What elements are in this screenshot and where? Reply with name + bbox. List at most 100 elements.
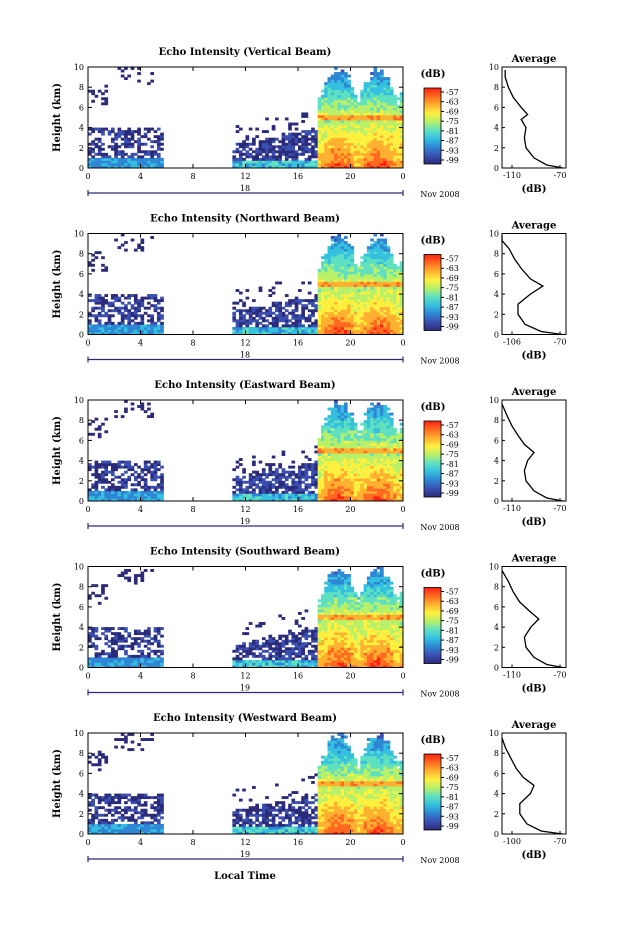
average-y-tick-label: 6	[494, 436, 499, 445]
average-y-tick-label: 8	[494, 749, 499, 758]
x-axis: 0 4 8 12 16 20 0	[85, 566, 406, 681]
echo-heatmap	[88, 400, 404, 502]
x-tick-label: 16	[293, 672, 303, 681]
average-frame	[501, 732, 567, 835]
average-y-tick-label: 2	[494, 144, 499, 153]
panel-1: Echo Intensity (Vertical Beam) 0 2 4 6 8 10 Hei…	[52, 47, 567, 199]
x-tick-label: 0	[400, 339, 405, 348]
x-tick-label: 8	[190, 339, 195, 348]
colorbar-tick-label: -99	[446, 822, 459, 831]
average-y-tick-label: 10	[489, 63, 499, 72]
day-label: 19	[240, 684, 250, 693]
average-x-label: (dB)	[522, 184, 547, 195]
average-x-tick-label: -70	[554, 338, 567, 347]
average-x-tick-label: -70	[554, 504, 567, 513]
x-tick-label: 8	[190, 838, 195, 847]
average-y-tick-label: 8	[494, 250, 499, 259]
panel-4: Echo Intensity (Southward Beam) 0 2 4 6 8 10 He…	[52, 547, 567, 699]
x-tick-label: 12	[240, 838, 250, 847]
day-label: 19	[240, 517, 250, 526]
colorbar-unit: (dB)	[421, 735, 446, 746]
average-x-tick-label: -110	[503, 671, 521, 680]
average-x-tick-label: -110	[503, 171, 521, 180]
average-y-tick-label: 4	[494, 623, 499, 632]
colorbar-tick-label: -69	[446, 107, 459, 116]
y-tick-label: 8	[79, 416, 84, 425]
colorbar-tick-label: -75	[446, 450, 459, 459]
day-label: 18	[240, 351, 250, 360]
y-tick-label: 8	[79, 250, 84, 259]
echo-heatmap	[88, 733, 404, 835]
average-title: Average	[511, 720, 557, 731]
average-y-tick-label: 0	[494, 164, 499, 173]
x-tick-label: 0	[400, 172, 405, 181]
y-tick-label: 8	[79, 583, 84, 592]
month-year-label: Nov 2008	[420, 357, 459, 366]
average-y-tick-label: 8	[494, 83, 499, 92]
day-indicator: 19	[87, 850, 404, 862]
colorbar-tick-label: -81	[446, 127, 459, 136]
y-tick-label: 10	[74, 563, 84, 572]
y-tick-label: 10	[74, 63, 84, 72]
y-tick-label: 6	[79, 603, 84, 612]
colorbar-tick-label: -57	[446, 754, 459, 763]
average-y-tick-label: 0	[494, 497, 499, 506]
day-indicator: 19	[87, 684, 404, 696]
average-line	[501, 235, 563, 336]
x-tick-label: 8	[190, 672, 195, 681]
colorbar-unit: (dB)	[421, 236, 446, 247]
y-tick-label: 0	[79, 497, 84, 506]
y-tick-label: 4	[79, 457, 84, 466]
average-profile: Average 0 2 4 6 8 10 -110 -70 (dB)	[489, 54, 567, 195]
average-y-tick-label: 0	[494, 331, 499, 340]
x-tick-label: 12	[240, 505, 250, 514]
y-axis-label: Height (km)	[52, 83, 63, 152]
y-tick-label: 2	[79, 643, 84, 652]
average-profile: Average 0 2 4 6 8 10 -100 -70 (dB)	[489, 720, 567, 861]
y-tick-label: 4	[79, 790, 84, 799]
average-x-tick-label: -100	[503, 837, 521, 846]
colorbar-tick-label: -57	[446, 421, 459, 430]
day-indicator: 18	[87, 351, 404, 363]
colorbar: (dB)-57-63-69-75-81-87-93-99	[421, 569, 459, 665]
average-frame	[501, 566, 567, 668]
x-tick-label: 0	[85, 505, 90, 514]
y-axis: 0 2 4 6 8 10	[74, 563, 403, 673]
y-axis-label: Height (km)	[52, 749, 63, 818]
colorbar-tick-label: -69	[446, 440, 459, 449]
average-y-tick-label: 10	[489, 563, 499, 572]
y-tick-label: 10	[74, 396, 84, 405]
month-year-label: Nov 2008	[420, 523, 459, 532]
x-tick-label: 0	[85, 172, 90, 181]
colorbar-tick-label: -69	[446, 607, 459, 616]
colorbar-tick-label: -63	[446, 597, 459, 606]
y-tick-label: 10	[74, 230, 84, 239]
colorbar-tick-label: -93	[446, 479, 459, 488]
colorbar-tick-label: -57	[446, 255, 459, 264]
average-profile: Average 0 2 4 6 8 10 -110 -70 (dB)	[489, 554, 567, 695]
day-label: 19	[240, 850, 250, 859]
colorbar-tick-label: -63	[446, 764, 459, 773]
average-y-tick-label: 8	[494, 583, 499, 592]
x-tick-label: 20	[345, 672, 355, 681]
x-tick-label: 0	[400, 505, 405, 514]
average-y-tick-label: 10	[489, 729, 499, 738]
average-profile: Average 0 2 4 6 8 10 -106 -70 (dB)	[489, 221, 567, 362]
average-y-tick-label: 2	[494, 477, 499, 486]
colorbar-tick-label: -99	[446, 323, 459, 332]
average-y-tick-label: 4	[494, 457, 499, 466]
average-y-tick-label: 4	[494, 124, 499, 133]
average-frame	[501, 399, 567, 502]
panels: Echo Intensity (Vertical Beam) 0 2 4 6 8 10 Hei…	[52, 47, 567, 865]
day-indicator: 19	[87, 517, 404, 529]
average-y-tick-label: 6	[494, 769, 499, 778]
colorbar-tick-label: -87	[446, 803, 459, 812]
y-axis-label: Height (km)	[52, 250, 63, 319]
x-tick-label: 12	[240, 172, 250, 181]
panel-title: Echo Intensity (Westward Beam)	[153, 713, 337, 724]
colorbar: (dB)-57-63-69-75-81-87-93-99	[421, 236, 459, 332]
x-tick-label: 0	[85, 838, 90, 847]
y-tick-label: 4	[79, 623, 84, 632]
x-tick-label: 4	[138, 339, 143, 348]
x-tick-label: 20	[345, 505, 355, 514]
